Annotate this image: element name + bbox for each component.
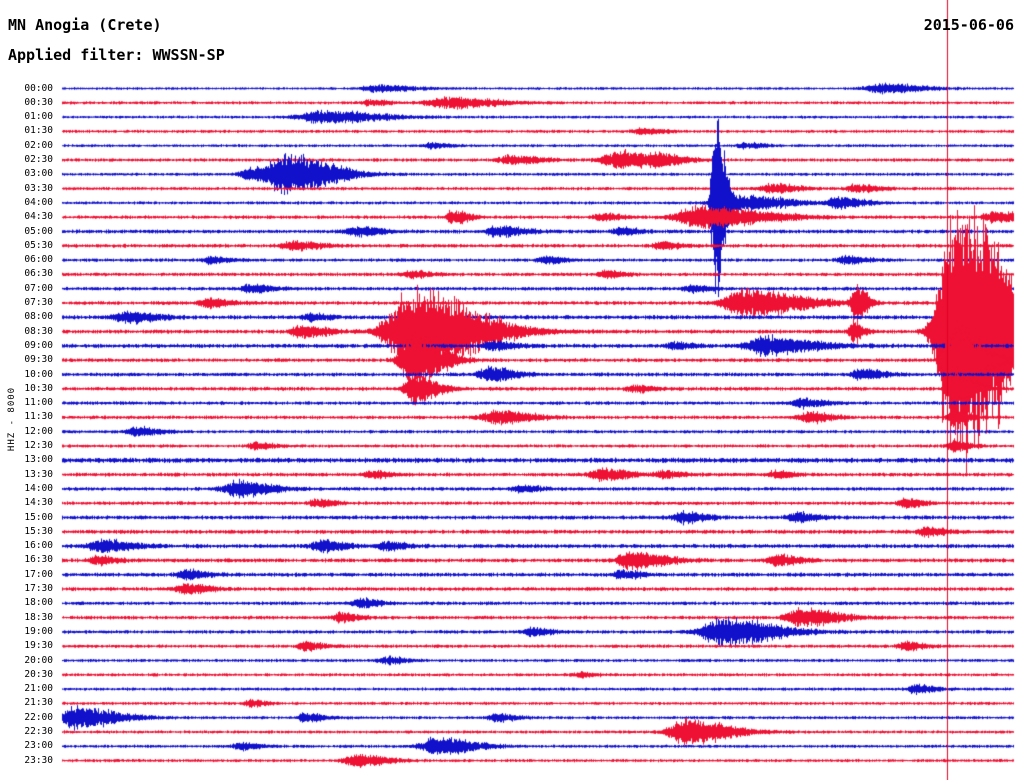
time-label: 15:00 bbox=[24, 511, 53, 523]
time-label: 02:00 bbox=[24, 139, 53, 151]
time-label: 17:30 bbox=[24, 583, 53, 594]
time-label: 21:30 bbox=[24, 697, 53, 709]
time-label: 03:00 bbox=[24, 168, 53, 180]
time-label: 04:30 bbox=[24, 211, 53, 223]
time-label: 01:00 bbox=[24, 111, 53, 123]
time-axis-labels: 00:00 00:30 01:00 01:30 02:00 02:30 03:00 03:30… bbox=[0, 0, 57, 780]
time-label: 12:00 bbox=[24, 425, 53, 437]
time-label: 04:00 bbox=[24, 196, 53, 208]
time-label: 08:00 bbox=[24, 311, 53, 323]
time-label: 06:30 bbox=[24, 268, 53, 280]
time-label: 16:30 bbox=[24, 554, 53, 566]
time-label: 11:00 bbox=[24, 397, 53, 409]
time-label: 22:00 bbox=[24, 711, 53, 723]
time-label: 20:30 bbox=[24, 668, 53, 680]
time-label: 23:00 bbox=[24, 740, 53, 752]
time-label: 00:30 bbox=[24, 96, 53, 108]
time-label: 03:30 bbox=[24, 182, 53, 194]
time-label: 05:00 bbox=[24, 225, 53, 237]
time-label: 12:30 bbox=[24, 440, 53, 451]
time-label: 08:30 bbox=[24, 325, 53, 337]
time-label: 06:00 bbox=[24, 254, 53, 266]
time-label: 10:30 bbox=[24, 382, 53, 394]
time-label: 17:00 bbox=[24, 568, 53, 580]
time-label: 09:00 bbox=[24, 339, 53, 351]
time-label: 07:30 bbox=[24, 297, 53, 308]
time-label: 13:00 bbox=[24, 454, 53, 466]
time-label: 20:00 bbox=[24, 654, 53, 666]
time-label: 19:30 bbox=[24, 640, 53, 652]
time-label: 02:30 bbox=[24, 154, 53, 165]
time-label: 21:00 bbox=[24, 683, 53, 695]
time-label: 15:30 bbox=[24, 525, 53, 537]
time-label: 01:30 bbox=[24, 125, 53, 137]
record-date: 2015-06-06 bbox=[923, 16, 1014, 34]
time-label: 11:30 bbox=[24, 411, 53, 423]
time-label: 18:00 bbox=[24, 597, 53, 609]
time-label: 19:00 bbox=[24, 625, 53, 637]
filter-label: Applied filter: WWSSN-SP bbox=[8, 46, 225, 64]
time-label: 10:00 bbox=[24, 368, 53, 380]
time-label: 07:00 bbox=[24, 282, 53, 294]
time-label: 00:00 bbox=[24, 82, 53, 94]
time-label: 14:00 bbox=[24, 482, 53, 494]
time-label: 09:30 bbox=[24, 354, 53, 366]
time-label: 14:30 bbox=[24, 497, 53, 509]
time-label: 23:30 bbox=[24, 754, 53, 766]
time-label: 18:30 bbox=[24, 611, 53, 623]
time-label: 22:30 bbox=[24, 726, 53, 737]
station-title: MN Anogia (Crete) bbox=[8, 16, 162, 34]
time-label: 13:30 bbox=[24, 468, 53, 480]
time-label: 05:30 bbox=[24, 239, 53, 251]
time-label: 16:00 bbox=[24, 540, 53, 552]
